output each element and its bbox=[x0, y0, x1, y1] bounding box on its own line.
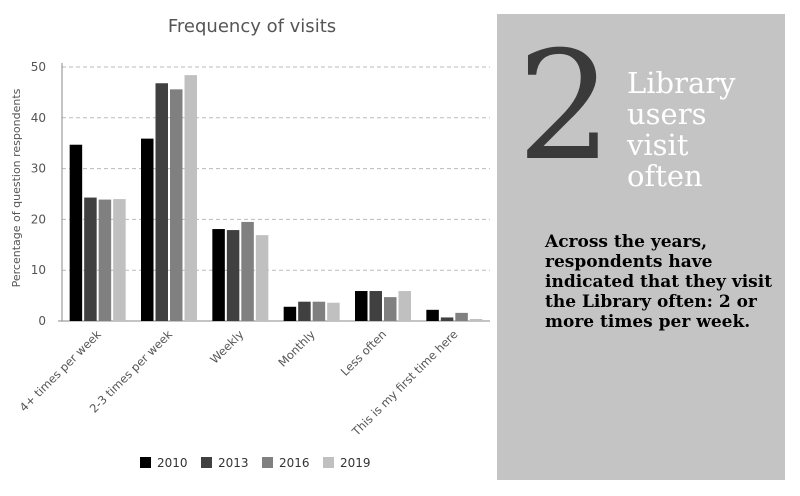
bar bbox=[283, 306, 297, 321]
bar bbox=[184, 75, 197, 322]
headline: Library users visit often bbox=[627, 68, 736, 192]
chart: Frequency of visits Percentage of questi… bbox=[10, 16, 490, 470]
legend-label: 2010 bbox=[157, 456, 188, 470]
bar bbox=[355, 291, 368, 321]
x-tick-label: Monthly bbox=[275, 327, 318, 370]
bar bbox=[440, 317, 454, 321]
bar bbox=[255, 235, 269, 321]
y-tick-label: 40 bbox=[31, 111, 46, 125]
x-tick-label: Weekly bbox=[207, 327, 246, 366]
headline-line: visit bbox=[627, 128, 689, 162]
big-number: 2 bbox=[517, 20, 613, 194]
panel-body: Across the years, respondents have indic… bbox=[545, 232, 773, 332]
y-tick-label: 50 bbox=[31, 60, 46, 74]
bar bbox=[113, 199, 126, 321]
bar bbox=[226, 230, 240, 321]
y-tick-label: 10 bbox=[31, 263, 46, 277]
legend-swatch bbox=[323, 457, 334, 468]
bar bbox=[155, 83, 168, 321]
bar bbox=[455, 312, 468, 321]
headline-line: Library bbox=[627, 66, 736, 100]
legend-label: 2019 bbox=[340, 456, 371, 470]
bar bbox=[84, 197, 97, 321]
bar bbox=[298, 301, 311, 321]
bar bbox=[312, 301, 326, 321]
headline-line: often bbox=[627, 159, 703, 193]
bar bbox=[212, 229, 225, 321]
legend-label: 2013 bbox=[218, 456, 249, 470]
info-panel: 2 Library users visit often Across the year… bbox=[497, 14, 785, 480]
bar bbox=[241, 221, 254, 321]
bar bbox=[384, 297, 397, 321]
y-tick-label: 20 bbox=[31, 212, 46, 226]
bar bbox=[398, 291, 411, 321]
x-tick-label: Less often bbox=[338, 327, 389, 378]
bar bbox=[141, 138, 154, 321]
y-tick-label: 30 bbox=[31, 162, 46, 176]
headline-line: users bbox=[627, 97, 707, 131]
bar bbox=[426, 309, 439, 321]
bar bbox=[469, 318, 483, 321]
bar bbox=[69, 144, 83, 321]
bar bbox=[170, 89, 183, 322]
bar bbox=[327, 302, 340, 321]
legend-swatch bbox=[262, 457, 273, 468]
y-tick-label: 0 bbox=[38, 314, 46, 328]
bar bbox=[369, 291, 382, 321]
bar bbox=[98, 199, 112, 321]
chart-title: Frequency of visits bbox=[168, 16, 336, 37]
legend-swatch bbox=[140, 457, 151, 468]
legend-swatch bbox=[201, 457, 212, 468]
y-axis-title: Percentage of question respondents bbox=[10, 88, 23, 287]
legend-label: 2016 bbox=[279, 456, 310, 470]
